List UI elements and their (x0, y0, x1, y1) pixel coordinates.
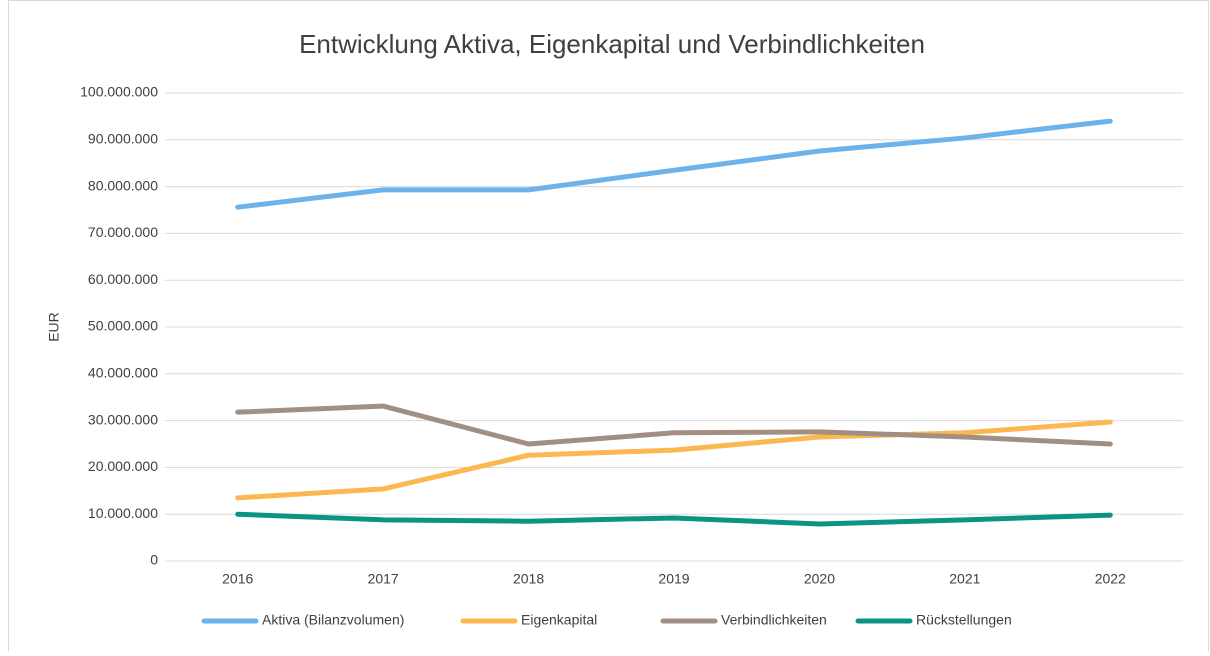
x-tick-label: 2017 (368, 571, 399, 587)
x-tick-label: 2019 (658, 571, 689, 587)
legend-label: Rückstellungen (916, 612, 1012, 628)
y-tick-label: 30.000.000 (88, 411, 158, 427)
series-line (235, 403, 1113, 447)
y-tick-label: 10.000.000 (88, 505, 158, 521)
y-tick-label: 20.000.000 (88, 458, 158, 474)
x-tick-label: 2020 (804, 571, 835, 587)
y-tick-label: 100.000.000 (80, 84, 158, 100)
y-tick-label: 80.000.000 (88, 177, 158, 193)
y-tick-label: 60.000.000 (88, 271, 158, 287)
x-tick-label: 2018 (513, 571, 544, 587)
y-tick-label: 70.000.000 (88, 224, 158, 240)
legend-label: Aktiva (Bilanzvolumen) (262, 612, 404, 628)
x-tick-label: 2021 (949, 571, 980, 587)
legend-label: Eigenkapital (521, 612, 597, 628)
x-tick-label: 2016 (222, 571, 253, 587)
series-line (235, 118, 1113, 210)
y-tick-label: 0 (150, 552, 158, 568)
x-tick-label: 2022 (1095, 571, 1126, 587)
legend-label: Verbindlichkeiten (721, 612, 827, 628)
chart-title: Entwicklung Aktiva, Eigenkapital und Ver… (299, 29, 925, 59)
y-tick-label: 90.000.000 (88, 131, 158, 147)
y-axis-label: EUR (46, 312, 62, 342)
series-line (235, 511, 1113, 527)
series-line (235, 419, 1113, 501)
y-tick-label: 40.000.000 (88, 365, 158, 381)
chart-frame (8, 0, 1209, 656)
y-tick-label: 50.000.000 (88, 318, 158, 334)
